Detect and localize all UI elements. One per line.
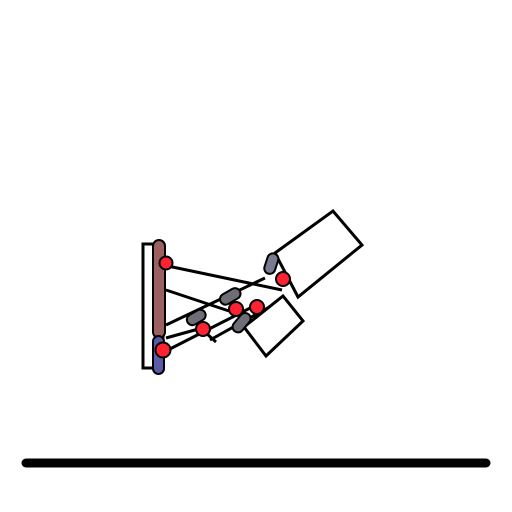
joint-center (228, 301, 244, 317)
lower-box-body (241, 293, 306, 359)
joint-bottom-left (154, 341, 172, 359)
creature[interactable] (141, 208, 365, 375)
actuator-top (263, 252, 280, 275)
upper-box-body (273, 208, 365, 300)
spine-rod (152, 239, 166, 339)
diagonal-strut-upper (165, 288, 233, 314)
joint-lower-box (249, 299, 265, 315)
joint-lower-left (195, 321, 211, 337)
upper-strut (162, 263, 283, 292)
actuator-mid (218, 287, 242, 306)
actuator-lower (231, 311, 252, 334)
joint-upper-box (275, 271, 291, 287)
diagonal-strut-mid (165, 276, 266, 327)
joint-top-left (158, 255, 174, 271)
